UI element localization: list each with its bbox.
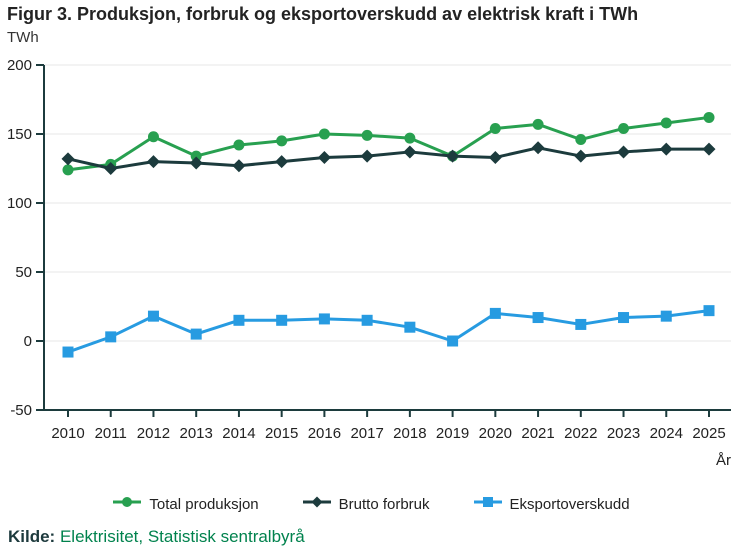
chart-canvas: 200 150 100 50 0 -50 2010 2011 2012 2013 2014 2015 2… (7, 57, 731, 469)
svg-text:2024: 2024 (650, 425, 683, 442)
figure-title: Figur 3. Produksjon, forbruk og eksporto… (7, 4, 639, 24)
diamond-marker-icon (302, 495, 331, 514)
legend-item-total-produksjon[interactable]: Total produksjon (113, 495, 259, 514)
legend-item-brutto-forbruk[interactable]: Brutto forbruk (302, 495, 430, 514)
svg-text:-50: -50 (10, 402, 32, 419)
svg-text:2018: 2018 (393, 425, 426, 442)
svg-text:2021: 2021 (521, 425, 554, 442)
svg-text:50: 50 (15, 264, 32, 281)
svg-text:2010: 2010 (51, 425, 84, 442)
svg-text:2019: 2019 (436, 425, 469, 442)
svg-text:200: 200 (7, 57, 32, 74)
svg-text:2015: 2015 (265, 425, 298, 442)
svg-text:2012: 2012 (137, 425, 170, 442)
svg-text:2013: 2013 (180, 425, 213, 442)
svg-text:2017: 2017 (350, 425, 383, 442)
source-label: Kilde: (8, 527, 56, 546)
svg-text:2025: 2025 (692, 425, 725, 442)
legend-item-eksportoverskudd[interactable]: Eksportoverskudd (473, 495, 630, 514)
svg-text:2016: 2016 (308, 425, 341, 442)
source-line: Kilde: Elektrisitet, Statistisk sentralb… (8, 527, 305, 547)
legend: Total produksjon Brutto forbruk Eksporto… (0, 495, 743, 514)
svg-text:2022: 2022 (564, 425, 597, 442)
legend-label: Total produksjon (149, 496, 259, 513)
svg-text:2020: 2020 (479, 425, 512, 442)
legend-label: Brutto forbruk (338, 496, 430, 513)
y-axis-unit-label: TWh (7, 29, 39, 46)
svg-text:2014: 2014 (222, 425, 255, 442)
source-link[interactable]: Elektrisitet, Statistisk sentralbyrå (59, 527, 305, 546)
svg-text:150: 150 (7, 126, 32, 143)
svg-text:2023: 2023 (607, 425, 640, 442)
circle-marker-icon (113, 495, 142, 514)
svg-text:0: 0 (24, 333, 32, 350)
svg-text:100: 100 (7, 195, 32, 212)
square-marker-icon (473, 495, 502, 514)
svg-text:År: År (716, 452, 731, 469)
svg-text:2011: 2011 (95, 425, 127, 442)
legend-label: Eksportoverskudd (509, 496, 630, 513)
